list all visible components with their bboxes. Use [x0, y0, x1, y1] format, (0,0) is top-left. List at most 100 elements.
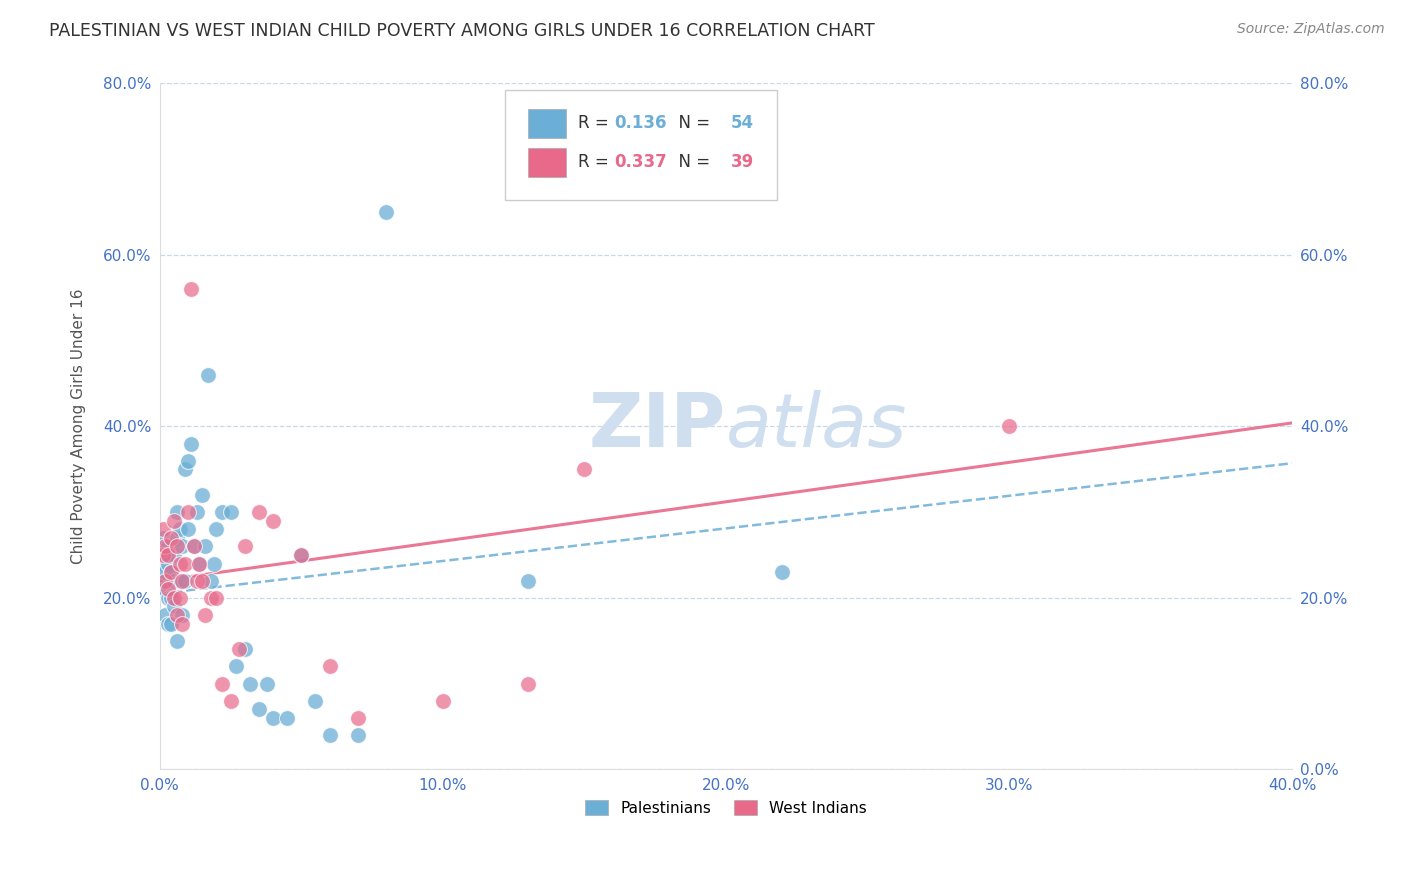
Point: [155, 548, 177, 562]
Point: [172, 574, 194, 588]
Point: [256, 676, 278, 690]
Point: [166, 540, 188, 554]
Point: [163, 574, 186, 588]
Point: [247, 702, 270, 716]
Point: [247, 505, 270, 519]
Point: [157, 582, 180, 597]
Point: [180, 282, 202, 296]
Point: [172, 540, 194, 554]
Point: [155, 540, 177, 554]
Point: [177, 505, 200, 519]
Point: [174, 462, 197, 476]
Point: [239, 676, 262, 690]
Text: 0.337: 0.337: [614, 153, 666, 171]
Text: PALESTINIAN VS WEST INDIAN CHILD POVERTY AMONG GIRLS UNDER 16 CORRELATION CHART: PALESTINIAN VS WEST INDIAN CHILD POVERTY…: [49, 22, 875, 40]
Point: [211, 505, 233, 519]
Point: [157, 616, 180, 631]
Point: [157, 548, 180, 562]
Text: N =: N =: [668, 114, 716, 132]
Point: [152, 557, 174, 571]
Point: [194, 540, 217, 554]
Point: [163, 548, 186, 562]
Point: [772, 565, 794, 579]
Point: [155, 582, 177, 597]
Point: [202, 557, 225, 571]
Point: [152, 574, 174, 588]
Point: [160, 616, 183, 631]
Point: [169, 591, 191, 605]
Point: [180, 436, 202, 450]
Point: [169, 522, 191, 536]
Point: [304, 694, 326, 708]
Point: [197, 368, 219, 382]
Point: [318, 728, 340, 742]
Point: [318, 659, 340, 673]
Point: [152, 548, 174, 562]
FancyBboxPatch shape: [527, 109, 567, 137]
Point: [375, 205, 398, 219]
Y-axis label: Child Poverty Among Girls Under 16: Child Poverty Among Girls Under 16: [72, 289, 86, 564]
Point: [191, 488, 214, 502]
Text: 39: 39: [730, 153, 754, 171]
Point: [574, 462, 596, 476]
FancyBboxPatch shape: [505, 90, 776, 200]
Point: [200, 591, 222, 605]
Point: [160, 565, 183, 579]
Legend: Palestinians, West Indians: Palestinians, West Indians: [578, 792, 875, 823]
Point: [262, 514, 284, 528]
Point: [160, 591, 183, 605]
Point: [205, 522, 228, 536]
Point: [160, 565, 183, 579]
Point: [163, 514, 186, 528]
Text: ZIP: ZIP: [589, 390, 725, 463]
Point: [183, 540, 205, 554]
Point: [432, 694, 454, 708]
Point: [172, 616, 194, 631]
Point: [157, 540, 180, 554]
Point: [290, 548, 312, 562]
Point: [347, 711, 370, 725]
Point: [205, 591, 228, 605]
Point: [194, 607, 217, 622]
Point: [186, 574, 208, 588]
Point: [211, 676, 233, 690]
Point: [219, 505, 242, 519]
Point: [172, 607, 194, 622]
Text: 0.136: 0.136: [614, 114, 666, 132]
Point: [166, 505, 188, 519]
Point: [225, 659, 247, 673]
Point: [169, 574, 191, 588]
Text: 54: 54: [730, 114, 754, 132]
Point: [157, 591, 180, 605]
Point: [347, 728, 370, 742]
Point: [166, 633, 188, 648]
Point: [188, 557, 211, 571]
Point: [163, 591, 186, 605]
Point: [152, 522, 174, 536]
Text: N =: N =: [668, 153, 716, 171]
Point: [169, 557, 191, 571]
Text: Source: ZipAtlas.com: Source: ZipAtlas.com: [1237, 22, 1385, 37]
Point: [163, 599, 186, 614]
Text: R =: R =: [578, 153, 613, 171]
Text: atlas: atlas: [725, 391, 907, 462]
Point: [174, 557, 197, 571]
Point: [174, 574, 197, 588]
Point: [155, 607, 177, 622]
Point: [177, 522, 200, 536]
Point: [177, 453, 200, 467]
Point: [276, 711, 298, 725]
Point: [166, 531, 188, 545]
Point: [233, 540, 256, 554]
Point: [186, 505, 208, 519]
Point: [998, 419, 1021, 434]
Point: [152, 531, 174, 545]
Point: [516, 676, 538, 690]
Text: R =: R =: [578, 114, 613, 132]
Point: [219, 694, 242, 708]
Point: [262, 711, 284, 725]
Point: [228, 642, 250, 657]
Point: [155, 574, 177, 588]
FancyBboxPatch shape: [527, 148, 567, 177]
Point: [183, 540, 205, 554]
